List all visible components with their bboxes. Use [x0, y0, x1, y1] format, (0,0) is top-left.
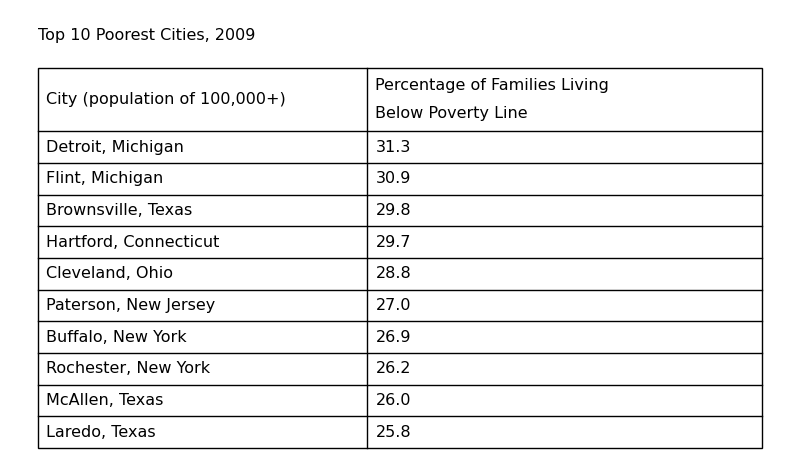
- Text: Brownsville, Texas: Brownsville, Texas: [46, 203, 192, 218]
- Text: Detroit, Michigan: Detroit, Michigan: [46, 140, 184, 155]
- Text: Buffalo, New York: Buffalo, New York: [46, 330, 186, 345]
- Text: McAllen, Texas: McAllen, Texas: [46, 393, 163, 408]
- Text: Hartford, Connecticut: Hartford, Connecticut: [46, 235, 219, 250]
- Text: 27.0: 27.0: [375, 298, 411, 313]
- Text: Flint, Michigan: Flint, Michigan: [46, 171, 163, 186]
- Text: 28.8: 28.8: [375, 266, 411, 281]
- Text: 29.7: 29.7: [375, 235, 411, 250]
- Text: Top 10 Poorest Cities, 2009: Top 10 Poorest Cities, 2009: [38, 28, 255, 43]
- Text: Rochester, New York: Rochester, New York: [46, 361, 210, 376]
- Text: 25.8: 25.8: [375, 424, 411, 439]
- Text: 26.2: 26.2: [375, 361, 411, 376]
- Text: 26.9: 26.9: [375, 330, 411, 345]
- Text: Cleveland, Ohio: Cleveland, Ohio: [46, 266, 173, 281]
- Text: Below Poverty Line: Below Poverty Line: [375, 106, 528, 121]
- Text: Laredo, Texas: Laredo, Texas: [46, 424, 156, 439]
- Text: 30.9: 30.9: [375, 171, 410, 186]
- Bar: [38, 68, 762, 448]
- Text: Paterson, New Jersey: Paterson, New Jersey: [46, 298, 215, 313]
- Text: 26.0: 26.0: [375, 393, 411, 408]
- Text: 31.3: 31.3: [375, 140, 410, 155]
- Text: 29.8: 29.8: [375, 203, 411, 218]
- Text: Percentage of Families Living: Percentage of Families Living: [375, 78, 610, 93]
- Text: City (population of 100,000+): City (population of 100,000+): [46, 92, 286, 107]
